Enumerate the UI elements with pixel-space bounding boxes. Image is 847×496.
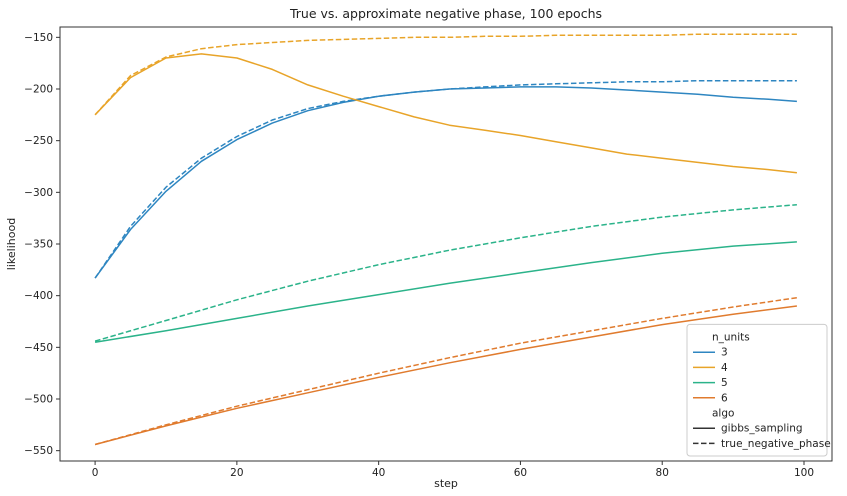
- y-tick-label: −200: [24, 84, 53, 96]
- legend-entry-gibbs-sampling-label: gibbs_sampling: [721, 423, 803, 435]
- series-line-3-gibbs-sampling: [94, 86, 797, 279]
- x-tick-label: 20: [230, 467, 243, 479]
- y-tick-label: −250: [24, 135, 53, 147]
- series-line-4-true-negative-phase: [94, 33, 797, 116]
- legend-title-n-units: n_units: [712, 332, 750, 344]
- series-line-3-true-negative-phase: [94, 79, 797, 279]
- series-line-6-gibbs-sampling: [94, 305, 797, 446]
- series-line-5-true-negative-phase: [94, 203, 797, 342]
- legend-title-algo: algo: [712, 408, 734, 420]
- legend-entry-3-label: 3: [721, 347, 728, 359]
- y-axis-title: likelihood: [5, 218, 18, 270]
- legend-box: [686, 323, 828, 457]
- y-tick-label: −400: [24, 290, 53, 302]
- x-tick-label: 80: [656, 467, 669, 479]
- y-tick-label: −350: [24, 239, 53, 251]
- legend: n_units 3 4 5 6 algo gibbs_sampling true_negati…: [686, 323, 831, 457]
- x-tick-label: 0: [92, 467, 99, 479]
- chart-title: True vs. approximate negative phase, 100…: [289, 6, 602, 21]
- series-layer: [94, 33, 798, 446]
- y-tick-label: −300: [24, 187, 53, 199]
- x-axis: 0 20 40 60 80 100: [92, 461, 814, 479]
- y-tick-label: −150: [24, 32, 53, 44]
- series-line-4-gibbs-sampling: [94, 53, 797, 174]
- legend-entry-6-label: 6: [721, 392, 728, 404]
- x-axis-title: step: [434, 477, 458, 490]
- x-tick-label: 40: [372, 467, 385, 479]
- legend-entry-5-label: 5: [721, 377, 728, 389]
- x-tick-label: 60: [514, 467, 527, 479]
- y-tick-label: −500: [24, 394, 53, 406]
- series-line-6-true-negative-phase: [94, 296, 798, 446]
- legend-entry-4-label: 4: [721, 362, 728, 374]
- series-line-5-gibbs-sampling: [94, 241, 797, 343]
- y-axis: −550 −500 −450 −400 −350 −300 −250 −200 −150: [24, 32, 60, 457]
- y-tick-label: −550: [24, 445, 53, 457]
- x-tick-label: 100: [794, 467, 814, 479]
- legend-entry-true-negative-phase-label: true_negative_phase: [721, 438, 831, 450]
- y-tick-label: −450: [24, 342, 53, 354]
